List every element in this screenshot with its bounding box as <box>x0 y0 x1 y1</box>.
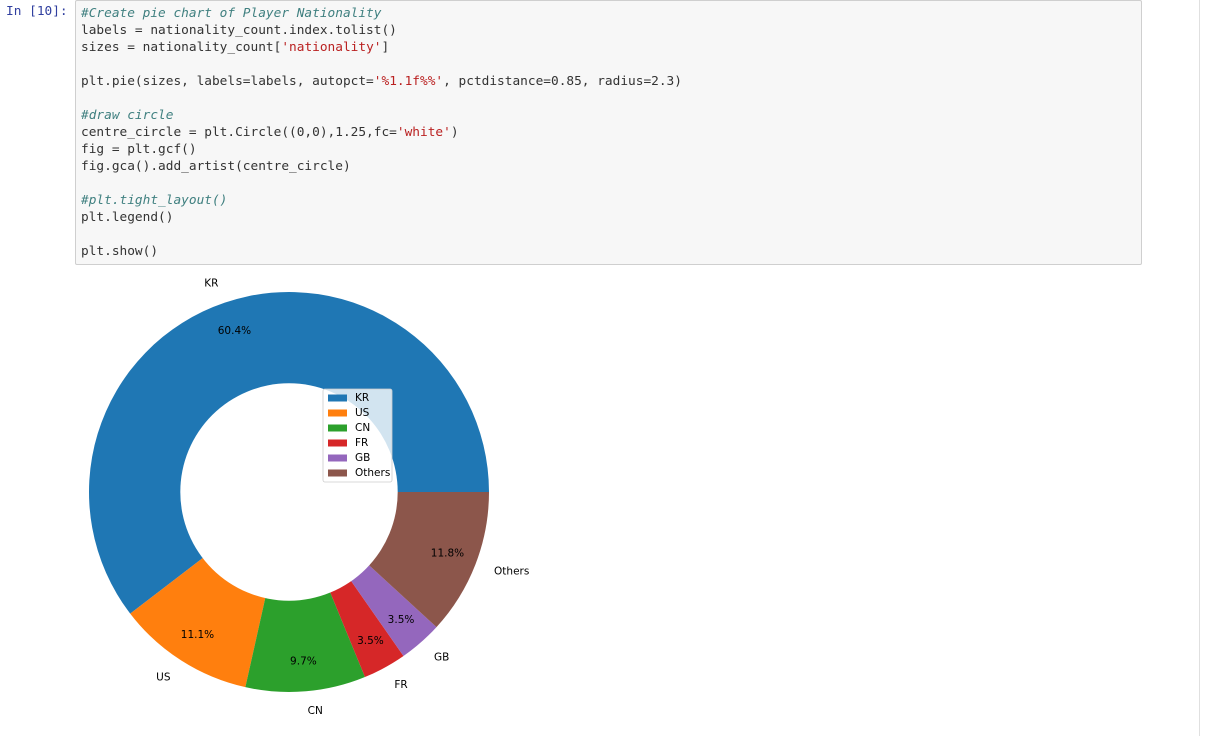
code-line: sizes = nationality_count['nationality'] <box>81 39 1141 56</box>
category-label: KR <box>204 278 218 290</box>
code-token: #draw circle <box>81 108 174 123</box>
legend-label: KR <box>355 392 369 404</box>
code-line <box>81 226 1141 243</box>
legend-label: Others <box>355 467 390 479</box>
legend-swatch <box>328 454 347 462</box>
code-token: 'nationality' <box>281 40 382 55</box>
code-line: labels = nationality_count.index.tolist(… <box>81 22 1141 39</box>
legend-swatch <box>328 409 347 417</box>
code-line: #Create pie chart of Player Nationality <box>81 5 1141 22</box>
pct-label: 60.4% <box>218 325 251 337</box>
legend-label: CN <box>355 422 370 434</box>
code-line: fig.gca().add_artist(centre_circle) <box>81 158 1141 175</box>
pct-label: 3.5% <box>357 635 384 647</box>
input-prompt: In [10]: <box>6 4 68 19</box>
code-line: plt.legend() <box>81 209 1141 226</box>
code-token: plt.legend() <box>81 210 174 225</box>
code-line: plt.pie(sizes, labels=labels, autopct='%… <box>81 73 1141 90</box>
legend-label: US <box>355 407 370 419</box>
code-line: #draw circle <box>81 107 1141 124</box>
code-token: fig = plt.gcf() <box>81 142 197 157</box>
pct-label: 3.5% <box>388 614 415 626</box>
code-token: 'white' <box>396 125 451 140</box>
category-label: FR <box>394 679 407 691</box>
code-line <box>81 56 1141 73</box>
pct-label: 11.1% <box>181 629 214 641</box>
code-token: #plt.tight_layout() <box>81 193 228 208</box>
category-label: GB <box>434 651 449 663</box>
legend-swatch <box>328 469 347 477</box>
code-token: #Create pie chart of Player Nationality <box>81 6 382 21</box>
code-token: centre_circle = plt.Circle((0,0),1.25,fc… <box>81 125 397 140</box>
code-line: fig = plt.gcf() <box>81 141 1141 158</box>
code-line <box>81 175 1141 192</box>
category-label: CN <box>308 705 323 717</box>
legend-label: GB <box>355 452 370 464</box>
code-token: fig.gca().add_artist(centre_circle) <box>81 159 351 174</box>
code-token: plt.pie(sizes, labels=labels, autopct= <box>81 74 374 89</box>
chart: 60.4% KR 11.1% US 9.7% CN 3.5% FR 3.5% GB 11.8% Oth… <box>89 278 529 717</box>
code-line: plt.show() <box>81 243 1141 260</box>
code-token: '%1.1f%%' <box>373 74 444 89</box>
code-line: centre_circle = plt.Circle((0,0),1.25,fc… <box>81 124 1141 141</box>
code-token: , pctdistance=0.85, radius=2.3) <box>443 74 682 89</box>
legend-label: FR <box>355 437 368 449</box>
code-token: labels = nationality_count.index.tolist(… <box>81 23 397 38</box>
code-token: plt.show() <box>81 244 159 259</box>
code-line <box>81 90 1141 107</box>
code-cell[interactable]: #Create pie chart of Player Nationality l… <box>75 0 1142 265</box>
legend-swatch <box>328 424 347 432</box>
code-token: ] <box>381 40 390 55</box>
pct-label: 11.8% <box>431 548 464 560</box>
legend-swatch <box>328 439 347 447</box>
code-line: #plt.tight_layout() <box>81 192 1141 209</box>
code-token: ) <box>450 125 459 140</box>
legend: KR US CN FR GB Others <box>322 388 393 483</box>
panel-border <box>1199 0 1200 736</box>
code-token: sizes = nationality_count[ <box>81 40 282 55</box>
legend-swatch <box>328 394 347 402</box>
category-label: US <box>156 671 171 683</box>
category-label: Others <box>494 566 529 578</box>
pct-label: 9.7% <box>290 655 317 667</box>
